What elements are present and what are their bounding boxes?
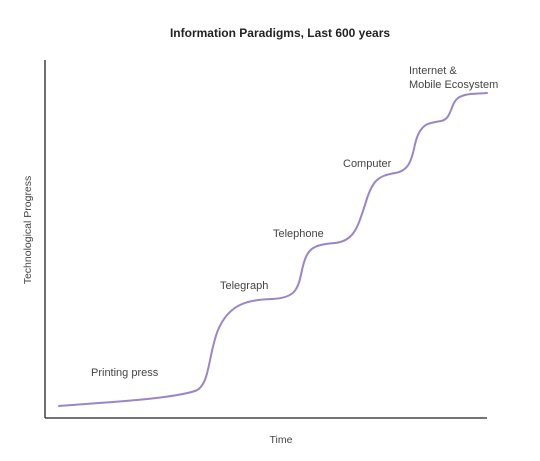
annotation-telegraph: Telegraph [220, 280, 268, 292]
y-axis-label: Technological Progress [22, 176, 34, 285]
annotation-printing-press: Printing press [91, 367, 159, 379]
annotation-computer: Computer [343, 158, 392, 170]
progress-curve [58, 92, 488, 407]
annotation-telephone: Telephone [273, 228, 324, 240]
x-axis-label: Time [270, 434, 293, 446]
annotation-internet-mobile: Internet & Mobile Ecosystem [409, 65, 498, 91]
chart-title: Information Paradigms, Last 600 years [170, 26, 390, 40]
